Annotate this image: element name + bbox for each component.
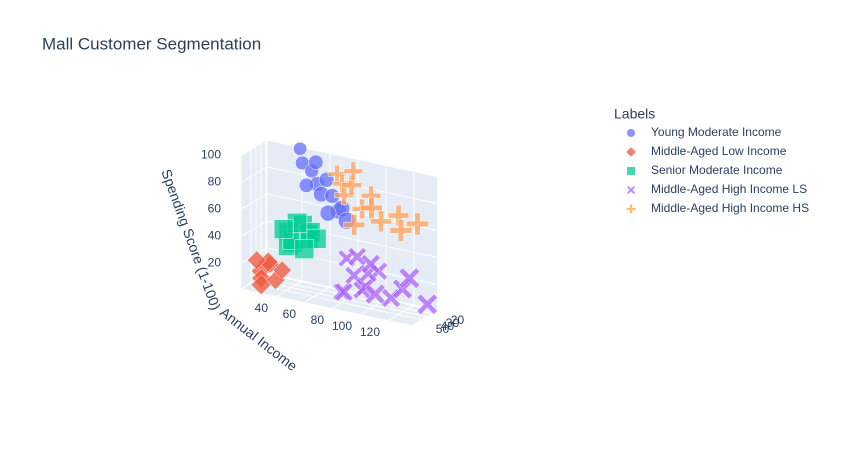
data-point [370,210,392,233]
x-tick-label: 50 [436,322,450,336]
y-tick-label: 80 [311,313,325,327]
x-tick-label: 30 [446,316,460,330]
chart-title: Mall Customer Segmentation [42,34,261,53]
data-point [416,293,438,315]
data-point [247,250,267,270]
data-point [250,274,272,296]
data-point [334,185,355,206]
y-tick-label: 100 [332,319,352,333]
data-point [272,260,292,280]
grid-line [275,280,303,298]
x-tick-label: 20 [451,313,465,327]
data-point [360,254,381,274]
data-point [334,282,354,302]
data-point [389,219,413,242]
legend-label[interactable]: Young Moderate Income [651,125,782,139]
data-point [308,154,324,170]
data-point [343,214,365,236]
grid-line [240,166,268,183]
legend-symbol [626,147,636,157]
grid-line [255,279,427,318]
x-tick-label: 40 [441,319,455,333]
legend-label[interactable]: Senior Moderate Income [651,163,783,177]
legend-symbol [627,129,635,137]
z-tick-label: 60 [208,202,222,216]
z-tick-label: 20 [208,256,222,270]
data-point [398,267,420,289]
legend-symbol [627,167,635,175]
grid-line [240,193,268,210]
legend-title: Labels [614,106,655,122]
legend-label[interactable]: Middle-Aged High Income HS [651,201,809,215]
data-point [406,212,429,236]
legend-label[interactable]: Middle-Aged Low Income [651,144,787,158]
y-tick-label: 120 [360,325,380,339]
y-tick-label: 60 [283,307,297,321]
grid-line [265,273,437,312]
data-point [293,141,307,156]
grid-line [250,282,422,321]
data-point [319,204,337,222]
grid-line [240,139,268,156]
legend-symbol [626,204,636,214]
data-point [294,239,315,259]
grid-line [240,220,268,237]
grid-line [387,304,415,322]
z-tick-label: 40 [208,229,222,243]
data-point [341,174,362,196]
z-tick-label: 100 [201,148,221,162]
y-tick-label: 40 [255,301,269,315]
legend-symbol [627,186,635,194]
grid-line [303,286,331,304]
z-tick-label: 80 [208,175,222,189]
data-point [343,161,363,181]
data-point [273,219,294,239]
data-point [298,177,314,193]
legend-label[interactable]: Middle-Aged High Income LS [651,182,807,196]
